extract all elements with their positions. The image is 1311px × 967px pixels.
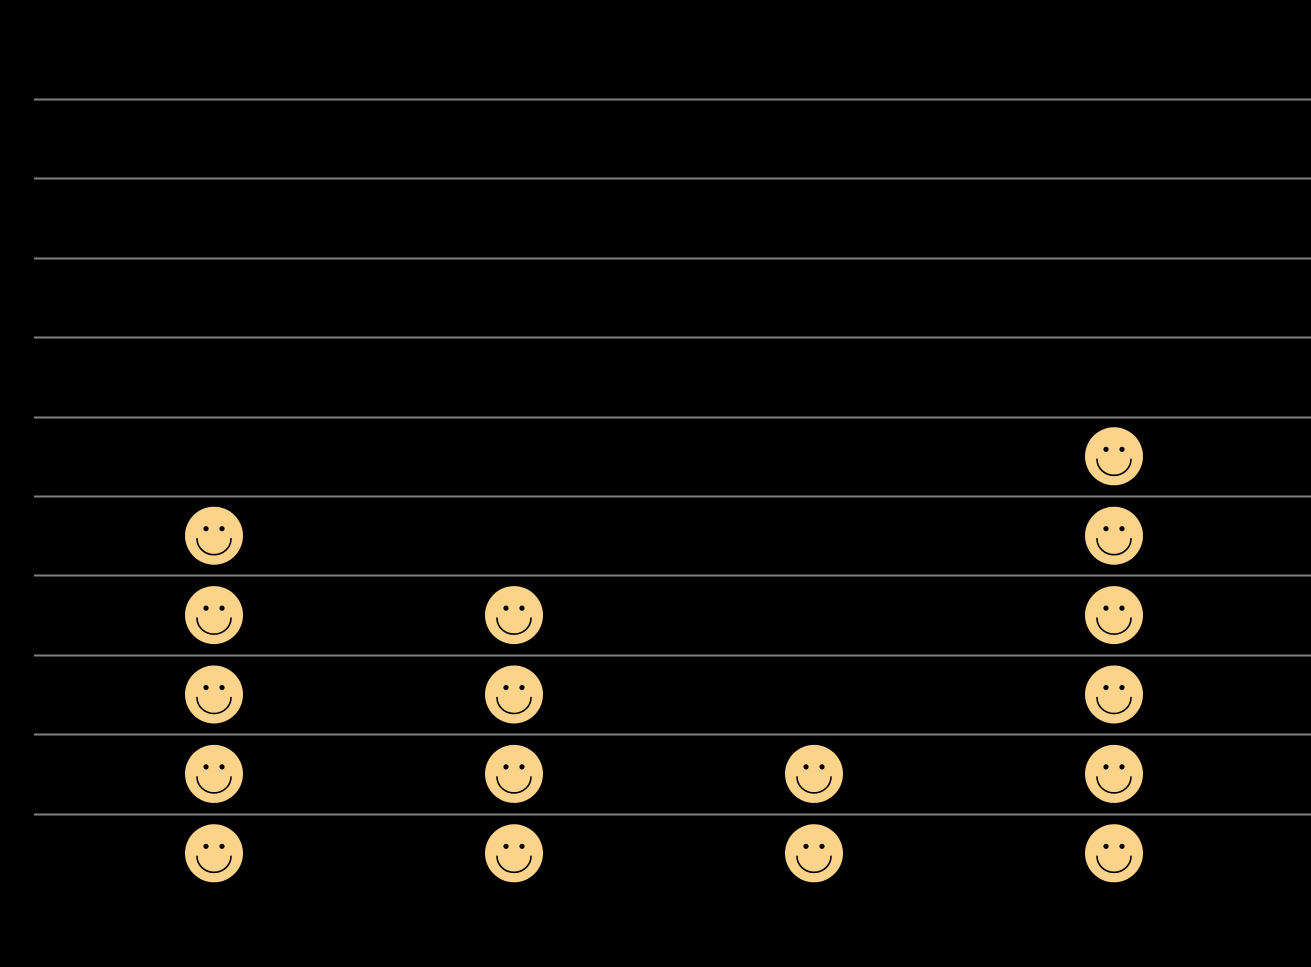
smiley-face-icon bbox=[185, 665, 243, 724]
smiley-face-icon bbox=[1085, 744, 1143, 803]
smiley-face-icon bbox=[1085, 427, 1143, 486]
icon-column bbox=[785, 744, 843, 883]
icon-column bbox=[1085, 427, 1143, 883]
smiley-face-icon bbox=[1085, 824, 1143, 883]
smiley-face-icon bbox=[185, 506, 243, 565]
icon-columns bbox=[185, 427, 1143, 883]
smiley-face-icon bbox=[185, 744, 243, 803]
smiley-face-icon bbox=[1085, 586, 1143, 645]
smiley-face-icon bbox=[485, 665, 543, 724]
smiley-face-icon bbox=[785, 824, 843, 883]
smiley-face-icon bbox=[485, 824, 543, 883]
smiley-face-icon bbox=[1085, 506, 1143, 565]
gridlines bbox=[34, 98, 1311, 816]
smiley-face-icon bbox=[485, 586, 543, 645]
smiley-face-icon bbox=[185, 586, 243, 645]
smiley-face-icon bbox=[1085, 665, 1143, 724]
smiley-face-icon bbox=[185, 824, 243, 883]
smiley-face-icon bbox=[485, 744, 543, 803]
icon-column bbox=[185, 506, 243, 883]
smiley-face-icon bbox=[785, 744, 843, 803]
icon-column bbox=[485, 586, 543, 883]
